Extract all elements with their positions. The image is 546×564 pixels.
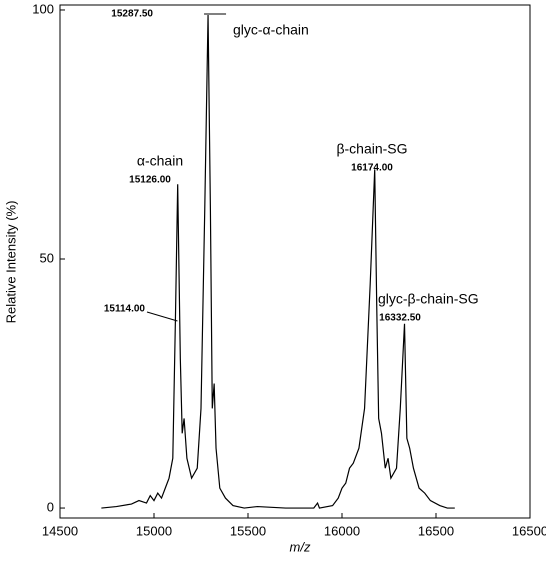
peak-label: 15126.00	[129, 175, 171, 186]
x-axis-label: m/z	[290, 539, 311, 554]
y-tick-label: 0	[47, 499, 54, 514]
x-tick-label: 16500	[418, 523, 454, 538]
plot-frame	[59, 4, 531, 519]
peak-label: 16332.50	[379, 313, 421, 324]
peak-annotation: β-chain-SG	[336, 141, 407, 157]
peak-label: 15114.00	[104, 304, 146, 315]
y-tick-label: 100	[32, 1, 54, 16]
x-tick-label: 16500	[512, 523, 546, 538]
y-tick-label: 50	[40, 250, 54, 265]
x-tick-label: 14500	[42, 523, 78, 538]
peak-annotation: glyc-α-chain	[233, 22, 309, 38]
peak-label: 15287.50	[111, 9, 153, 20]
x-tick-label: 15500	[230, 523, 266, 538]
peak-label: 16174.00	[351, 163, 393, 174]
peak-annotation: glyc-β-chain-SG	[378, 291, 479, 307]
peak-annotation: α-chain	[137, 153, 183, 169]
spectrum-line	[101, 14, 455, 509]
x-tick-label: 15000	[136, 523, 172, 538]
x-tick-label: 16000	[324, 523, 360, 538]
y-axis-label: Relative Intensity (%)	[3, 201, 18, 324]
peak-leader	[146, 311, 178, 322]
